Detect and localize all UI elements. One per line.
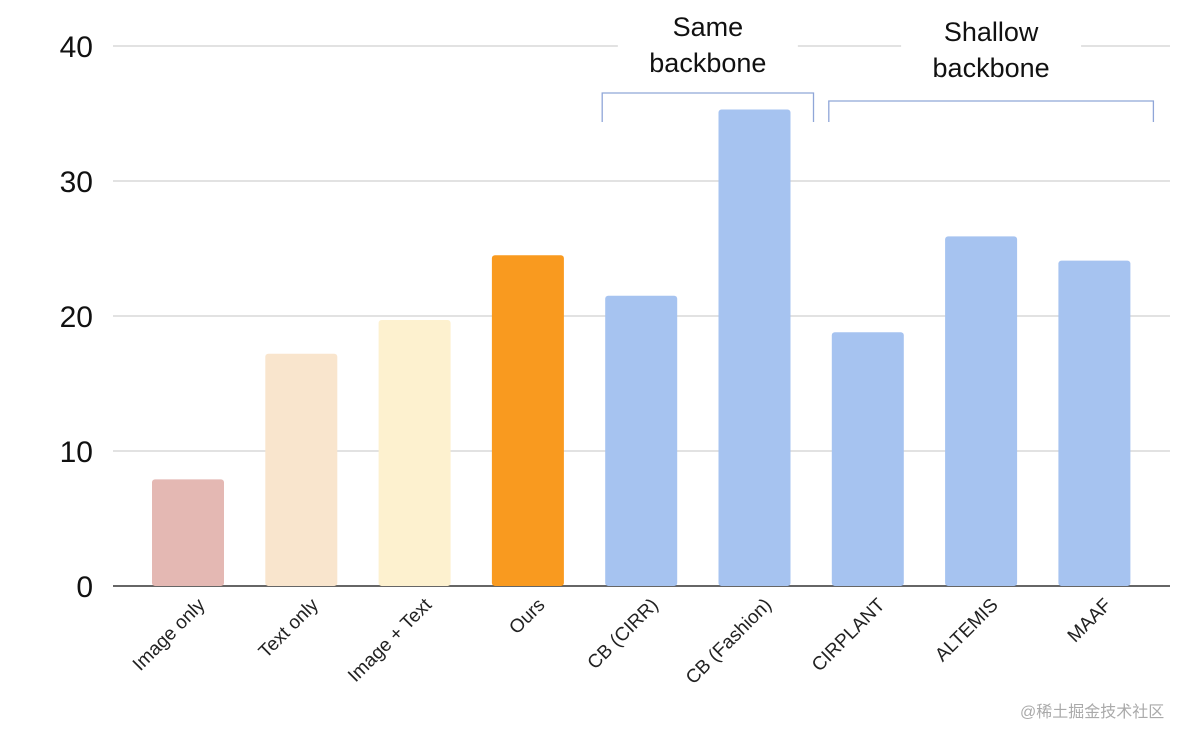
bar: [1058, 260, 1131, 586]
y-tick-label: 20: [60, 301, 93, 334]
annotation-label: backbone: [649, 48, 766, 78]
x-tick-label: CIRPLANT: [808, 594, 890, 676]
x-tick-label: Ours: [505, 595, 549, 639]
bracket: [601, 92, 815, 122]
annotation-label: backbone: [933, 53, 1050, 83]
annotation-label: Shallow: [944, 17, 1039, 47]
x-tick-label: ALTEMIS: [931, 595, 1002, 666]
annotation-background: [617, 4, 798, 82]
y-tick-label: 30: [60, 166, 93, 199]
bar: [605, 295, 678, 586]
bar: [945, 236, 1018, 586]
y-tick-label: 10: [60, 436, 93, 469]
x-tick-label: Text only: [255, 594, 323, 662]
bar: [378, 320, 451, 586]
bar: [831, 332, 904, 586]
y-tick-label: 40: [60, 31, 93, 64]
bar: [152, 479, 224, 586]
bar: [718, 109, 791, 586]
bracket: [828, 100, 1155, 122]
bar: [265, 353, 338, 586]
x-tick-label: Image + Text: [344, 594, 436, 686]
watermark: @稀土掘金技术社区: [1020, 704, 1165, 721]
annotation-label: Same: [673, 12, 744, 42]
x-tick-label: Image only: [129, 594, 210, 675]
bar: [491, 255, 564, 586]
x-tick-label: CB (Fashion): [682, 595, 776, 689]
annotation-background: [901, 9, 1082, 87]
y-tick-label: 0: [76, 571, 93, 604]
x-tick-label: MAAF: [1064, 595, 1116, 647]
x-tick-label: CB (CIRR): [584, 595, 663, 674]
